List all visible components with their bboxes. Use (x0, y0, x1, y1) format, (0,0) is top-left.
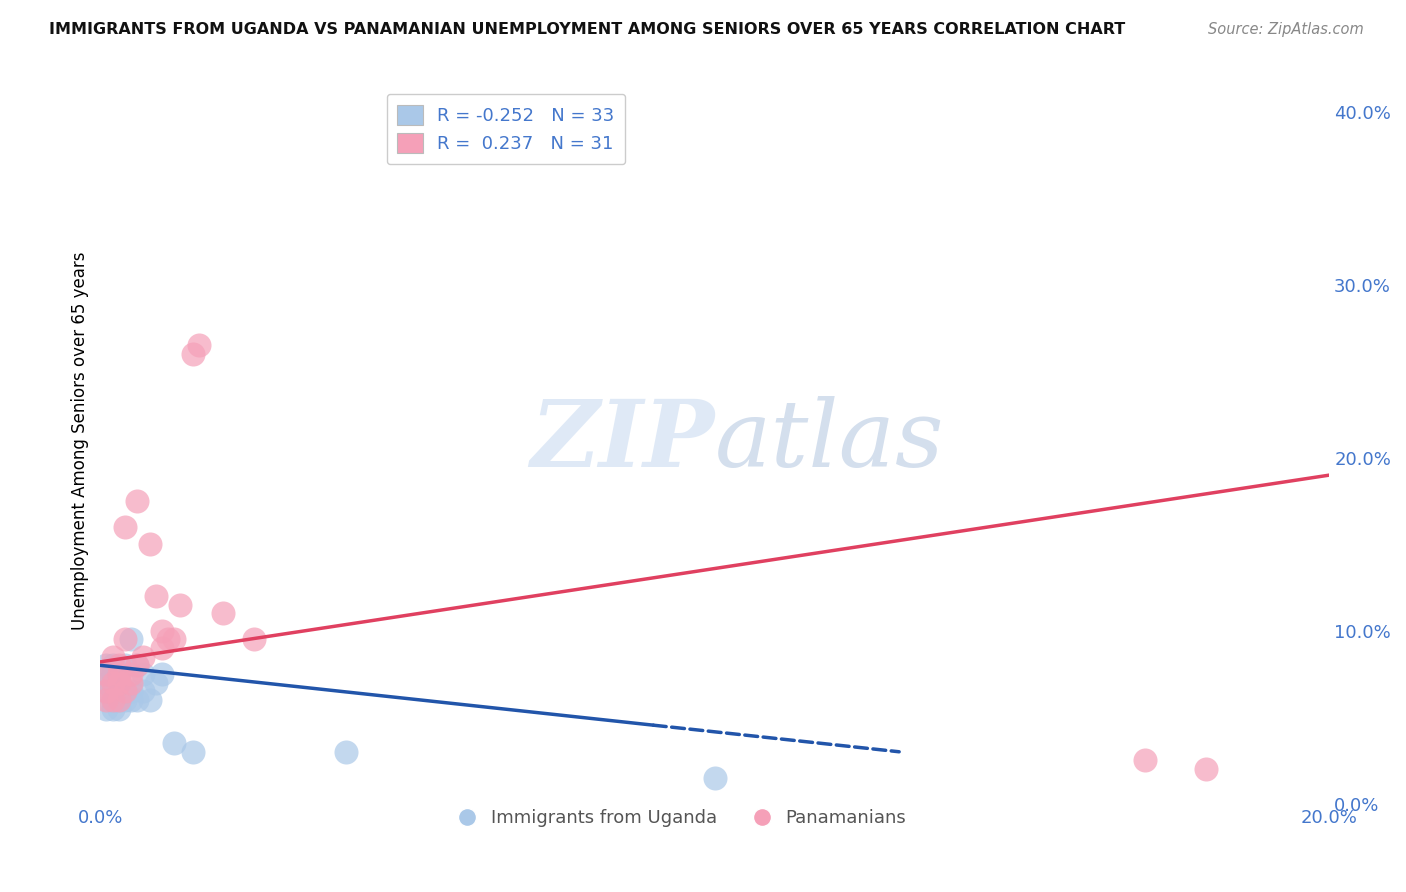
Point (114, 658, 136, 673)
Point (101, 658, 124, 673)
Point (703, 771, 725, 785)
Point (145, 675, 167, 690)
Point (101, 684, 124, 698)
Point (138, 537, 160, 551)
Point (212, 607, 235, 621)
Point (150, 624, 173, 638)
Text: Source: ZipAtlas.com: Source: ZipAtlas.com (1208, 22, 1364, 37)
Point (114, 632, 136, 647)
Point (120, 693, 142, 707)
Point (96, 667, 118, 681)
Point (132, 667, 155, 681)
Point (120, 667, 142, 681)
Point (96, 658, 118, 673)
Point (163, 632, 186, 647)
Point (120, 675, 142, 690)
Point (114, 684, 136, 698)
Point (150, 667, 173, 681)
Text: atlas: atlas (714, 395, 945, 485)
Point (101, 693, 124, 707)
Point (181, 347, 204, 361)
Point (169, 598, 191, 612)
Point (107, 701, 129, 715)
Point (127, 693, 149, 707)
Point (107, 667, 129, 681)
Point (114, 693, 136, 707)
Point (156, 632, 179, 647)
Y-axis label: Unemployment Among Seniors over 65 years: Unemployment Among Seniors over 65 years (72, 252, 89, 630)
Point (138, 693, 160, 707)
Point (96, 701, 118, 715)
Point (107, 667, 129, 681)
Point (1133, 753, 1156, 767)
Legend: Immigrants from Uganda, Panamanians: Immigrants from Uganda, Panamanians (443, 802, 914, 835)
Point (127, 658, 149, 673)
Point (107, 693, 129, 707)
Point (101, 675, 124, 690)
Point (96, 667, 118, 681)
Point (96, 675, 118, 690)
Point (101, 649, 124, 664)
Point (127, 494, 149, 508)
Point (101, 675, 124, 690)
Point (107, 675, 129, 690)
Point (145, 589, 167, 603)
Point (181, 745, 204, 759)
Point (114, 684, 136, 698)
Text: IMMIGRANTS FROM UGANDA VS PANAMANIAN UNEMPLOYMENT AMONG SENIORS OVER 65 YEARS CO: IMMIGRANTS FROM UGANDA VS PANAMANIAN UNE… (49, 22, 1125, 37)
Point (107, 675, 129, 690)
Point (127, 658, 149, 673)
Point (132, 684, 155, 698)
Point (96, 684, 118, 698)
Point (163, 736, 186, 750)
Text: ZIP: ZIP (530, 395, 714, 485)
Point (114, 520, 136, 534)
Point (132, 649, 155, 664)
Point (101, 667, 124, 681)
Point (101, 693, 124, 707)
Point (107, 693, 129, 707)
Point (1195, 762, 1218, 776)
Point (187, 338, 209, 352)
Point (150, 640, 173, 655)
Point (107, 684, 129, 698)
Point (243, 632, 266, 647)
Point (335, 745, 357, 759)
Point (120, 632, 142, 647)
Point (120, 684, 142, 698)
Point (107, 658, 129, 673)
Point (96, 693, 118, 707)
Point (101, 701, 124, 715)
Point (96, 684, 118, 698)
